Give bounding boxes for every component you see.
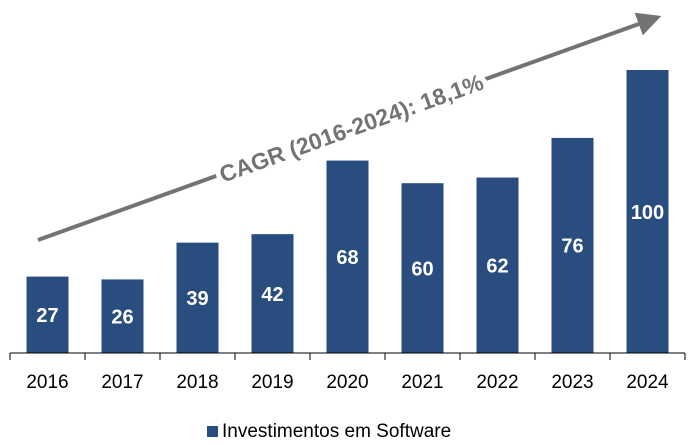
cagr-arrow — [37, 12, 662, 242]
data-label: 68 — [336, 247, 358, 269]
bar — [326, 160, 369, 353]
bar — [176, 242, 219, 353]
x-tick-label: 2016 — [26, 372, 68, 393]
bar — [26, 276, 69, 353]
bar — [626, 70, 669, 353]
data-label: 62 — [486, 256, 508, 278]
bar — [251, 234, 294, 353]
bar — [101, 279, 144, 353]
bar — [401, 183, 444, 353]
data-label: 76 — [561, 236, 583, 258]
x-tick-label: 2017 — [101, 372, 143, 393]
bar — [476, 177, 519, 353]
x-tick-label: 2021 — [401, 372, 443, 393]
x-tick-label: 2020 — [326, 372, 368, 393]
x-tick-label: 2023 — [551, 372, 593, 393]
legend-swatch — [207, 426, 218, 437]
data-label: 27 — [36, 305, 58, 327]
data-label: 100 — [631, 202, 664, 224]
x-tick-label: 2024 — [626, 372, 669, 393]
data-label: 42 — [261, 284, 283, 306]
bar — [551, 137, 594, 353]
x-tick-label: 2019 — [251, 372, 293, 393]
legend-label: Investimentos em Software — [222, 421, 451, 440]
data-label: 26 — [111, 306, 133, 328]
x-tick-label: 2018 — [176, 372, 218, 393]
data-label: 39 — [186, 288, 208, 310]
x-tick-label: 2022 — [476, 372, 518, 393]
data-label: 60 — [411, 258, 433, 280]
